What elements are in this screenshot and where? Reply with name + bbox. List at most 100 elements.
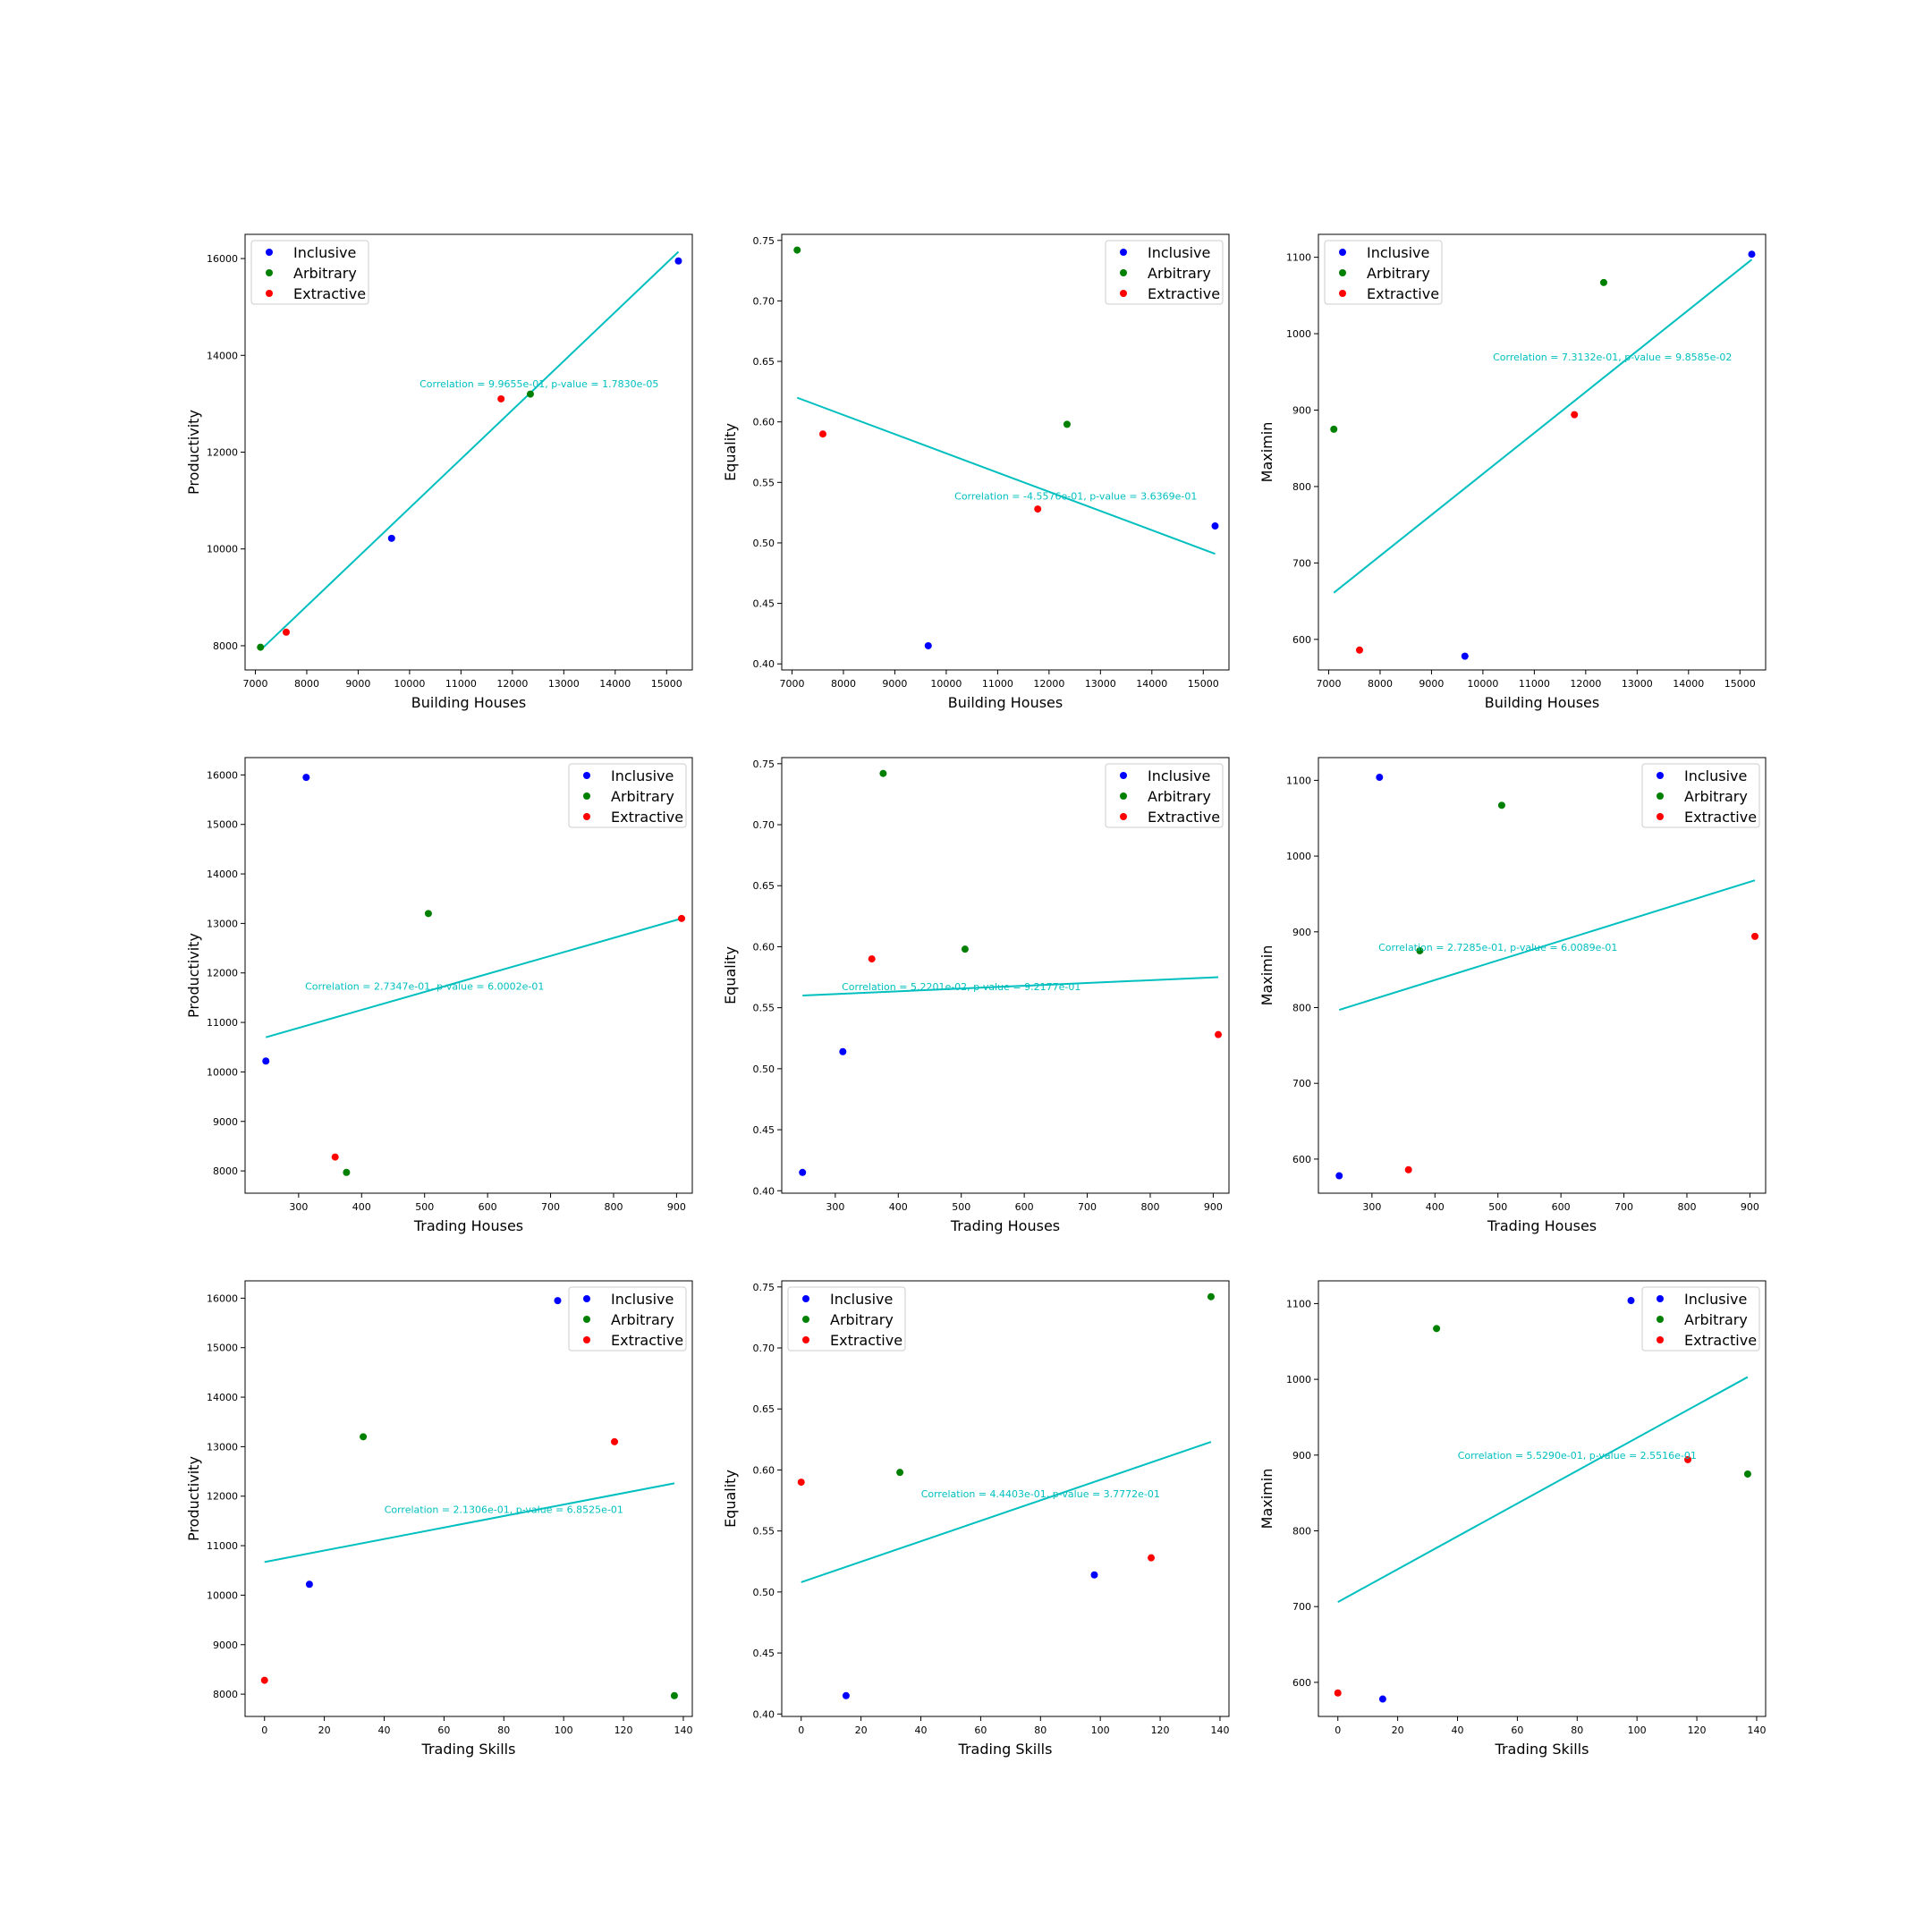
x-tick-label: 120	[614, 1724, 633, 1736]
legend-label: Arbitrary	[1148, 265, 1211, 282]
x-axis-label: Trading Houses	[1487, 1217, 1597, 1234]
y-tick-label: 0.40	[753, 1708, 775, 1720]
x-tick-label: 700	[1614, 1201, 1633, 1213]
regression-line	[1337, 1376, 1749, 1603]
x-tick-label: 60	[1511, 1724, 1523, 1736]
legend-marker-arbitrary	[1657, 792, 1664, 800]
legend-box	[1641, 1286, 1760, 1352]
point-extractive	[331, 1153, 339, 1161]
subplot-1: 7000 8000 9000 10000 11000 12000 13000 14000 150…	[185, 233, 693, 711]
point-extractive	[1571, 411, 1579, 419]
y-tick-label: 10000	[207, 544, 238, 555]
legend: Inclusive Arbitrary Extractive	[1641, 763, 1760, 828]
legend: Inclusive Arbitrary Extractive	[568, 763, 687, 828]
regression-line	[1338, 879, 1756, 1011]
x-tick-label: 13000	[1085, 678, 1116, 690]
legend-label: Arbitrary	[611, 788, 674, 805]
x-tick-label: 800	[1140, 1201, 1159, 1213]
legend-label: Extractive	[611, 1332, 683, 1349]
y-tick-label: 0.65	[753, 1403, 775, 1415]
legend-label: Inclusive	[1148, 244, 1210, 261]
x-tick-label: 600	[1015, 1201, 1034, 1213]
legend-label: Arbitrary	[611, 1311, 674, 1328]
y-tick-label: 0.45	[753, 598, 775, 610]
x-tick-label: 11000	[982, 678, 1013, 690]
x-tick-label: 100	[1628, 1724, 1647, 1736]
x-tick-label: 14000	[1673, 678, 1704, 690]
point-inclusive	[1748, 250, 1756, 258]
x-tick-label: 11000	[1519, 678, 1550, 690]
y-tick-label: 8000	[213, 640, 238, 652]
regression-line	[796, 396, 1216, 555]
legend-marker-arbitrary	[583, 1316, 590, 1323]
point-extractive	[868, 955, 876, 963]
legend-marker-extractive	[1120, 813, 1127, 820]
point-inclusive	[799, 1168, 807, 1176]
legend-label: Extractive	[1684, 1332, 1757, 1349]
y-axis-label: Equality	[722, 946, 739, 1004]
y-tick-label: 13000	[207, 918, 238, 929]
y-tick-label: 15000	[207, 819, 238, 831]
x-axis-label: Trading Skills	[1495, 1741, 1589, 1758]
legend: Inclusive Arbitrary Extractive	[568, 1286, 687, 1352]
x-axis-label: Building Houses	[411, 694, 526, 711]
y-tick-label: 0.60	[753, 417, 775, 428]
correlation-annotation: Correlation = 2.7285e-01, p-value = 6.00…	[1378, 942, 1617, 953]
y-tick-label: 700	[1292, 1078, 1311, 1089]
x-tick-label: 400	[889, 1201, 908, 1213]
y-tick-label: 12000	[207, 1491, 238, 1503]
x-axis-label: Trading Houses	[950, 1217, 1060, 1234]
point-inclusive	[1627, 1297, 1635, 1305]
legend-marker-arbitrary	[266, 269, 273, 276]
y-tick-label: 0.75	[753, 235, 775, 247]
regression-line	[264, 1482, 675, 1563]
y-tick-label: 0.55	[753, 1526, 775, 1538]
point-inclusive	[1378, 1695, 1386, 1703]
y-tick-label: 8000	[213, 1689, 238, 1700]
y-tick-label: 0.70	[753, 295, 775, 307]
point-arbitrary	[526, 390, 534, 398]
x-tick-label: 7000	[242, 678, 267, 690]
legend: Inclusive Arbitrary Extractive	[250, 240, 369, 305]
regression-line	[1333, 258, 1753, 594]
axes-frame	[244, 757, 693, 1194]
x-tick-label: 600	[1552, 1201, 1571, 1213]
legend-marker-arbitrary	[1120, 269, 1127, 276]
point-extractive	[1404, 1165, 1412, 1174]
point-inclusive	[674, 257, 682, 265]
legend-marker-arbitrary	[1657, 1316, 1664, 1323]
point-extractive	[1215, 1030, 1223, 1038]
point-arbitrary	[670, 1691, 678, 1699]
y-tick-label: 0.50	[753, 1063, 775, 1075]
legend-marker-extractive	[1120, 290, 1127, 297]
legend-marker-extractive	[802, 1336, 809, 1343]
x-tick-label: 9000	[1419, 678, 1444, 690]
x-tick-label: 7000	[779, 678, 804, 690]
x-axis-label: Trading Skills	[421, 1741, 516, 1758]
x-tick-label: 0	[1335, 1724, 1341, 1736]
correlation-annotation: Correlation = 2.7347e-01, p-value = 6.00…	[305, 981, 544, 993]
subplot-8: 0 20 40 60 80 100 120 140 0.40 0.45 0.50 0.55 0.60 0.…	[722, 1280, 1230, 1758]
y-tick-label: 8000	[213, 1165, 238, 1177]
point-inclusive	[302, 774, 310, 782]
y-tick-label: 0.45	[753, 1124, 775, 1136]
x-tick-label: 20	[855, 1724, 868, 1736]
x-tick-label: 9000	[345, 678, 370, 690]
x-tick-label: 600	[479, 1201, 497, 1213]
y-tick-label: 0.65	[753, 880, 775, 892]
legend-box	[568, 763, 687, 828]
point-extractive	[678, 914, 686, 922]
x-tick-label: 300	[289, 1201, 308, 1213]
legend-box	[1105, 240, 1224, 305]
legend-marker-extractive	[266, 290, 273, 297]
axes-frame	[1318, 233, 1767, 671]
point-inclusive	[1335, 1172, 1343, 1180]
y-tick-label: 700	[1292, 557, 1311, 569]
point-arbitrary	[1599, 278, 1607, 286]
y-tick-label: 11000	[207, 1540, 238, 1552]
x-tick-label: 15000	[1188, 678, 1219, 690]
x-tick-label: 20	[1392, 1724, 1404, 1736]
subplot-3: 7000 8000 9000 10000 11000 12000 13000 14000 150…	[1258, 233, 1767, 711]
point-inclusive	[554, 1297, 562, 1305]
point-extractive	[818, 430, 826, 438]
